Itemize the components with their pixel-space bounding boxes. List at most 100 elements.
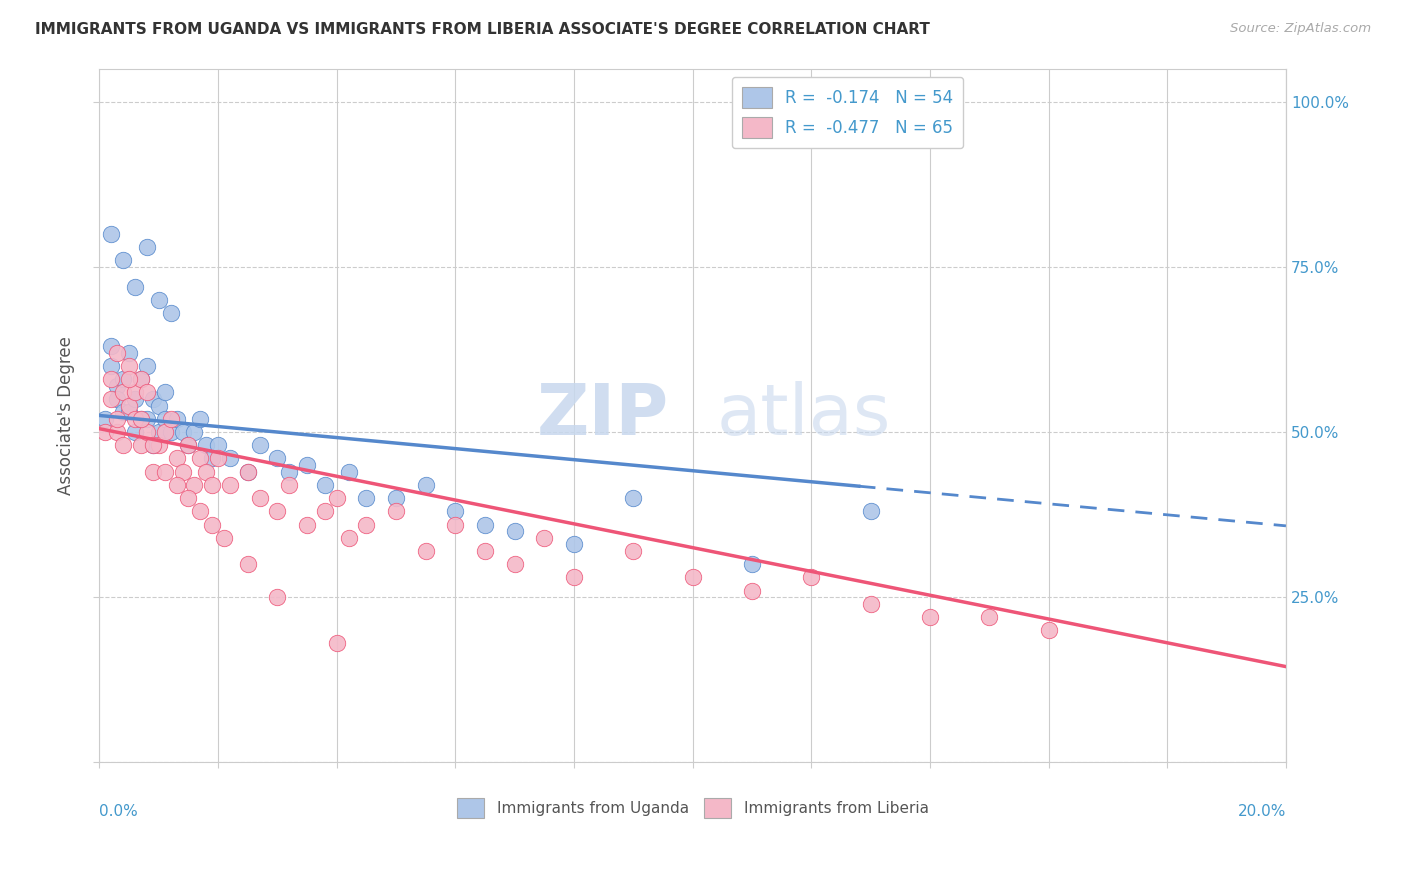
Point [129,372,152,386]
Point [148,293,170,307]
Point [136,411,159,425]
Point [177,438,200,452]
Point [148,425,170,439]
Point [201,517,224,532]
Point [112,253,135,268]
Point [195,465,218,479]
Point [129,372,152,386]
Point [503,557,526,571]
Point [314,504,336,518]
Point [142,438,165,452]
Point [219,478,242,492]
Point [166,478,188,492]
Point [148,399,170,413]
Point [124,392,146,406]
Point [236,465,259,479]
Point [201,451,224,466]
Point [177,438,200,452]
Text: ZIP: ZIP [537,381,669,450]
Text: 0.0%: 0.0% [100,804,138,819]
Point [166,411,188,425]
Point [118,345,141,359]
Point [183,425,205,439]
Point [159,411,181,425]
Point [112,385,135,400]
Text: 20.0%: 20.0% [1237,804,1286,819]
Point [326,491,349,505]
Point [118,405,141,419]
Point [112,372,135,386]
Point [474,544,496,558]
Point [741,557,763,571]
Point [94,411,117,425]
Point [166,451,188,466]
Point [859,504,882,518]
Point [266,591,288,605]
Point [415,544,437,558]
Point [356,491,378,505]
Point [188,504,211,518]
Point [859,597,882,611]
Point [1038,624,1060,638]
Point [124,425,146,439]
Point [129,411,152,425]
Point [503,524,526,538]
Point [474,517,496,532]
Point [118,359,141,373]
Point [148,438,170,452]
Point [219,451,242,466]
Point [201,478,224,492]
Point [153,465,176,479]
Point [741,583,763,598]
Point [295,458,318,472]
Point [562,537,585,551]
Point [124,385,146,400]
Text: IMMIGRANTS FROM UGANDA VS IMMIGRANTS FROM LIBERIA ASSOCIATE'S DEGREE CORRELATION: IMMIGRANTS FROM UGANDA VS IMMIGRANTS FRO… [35,22,929,37]
Point [207,438,229,452]
Point [124,411,146,425]
Point [356,517,378,532]
Point [136,359,159,373]
Point [118,372,141,386]
Point [326,636,349,650]
Point [112,405,135,419]
Point [177,491,200,505]
Point [183,478,205,492]
Point [112,438,135,452]
Point [444,517,467,532]
Point [142,438,165,452]
Point [129,411,152,425]
Text: Source: ZipAtlas.com: Source: ZipAtlas.com [1230,22,1371,36]
Point [94,425,117,439]
Point [236,465,259,479]
Point [100,372,122,386]
Point [105,345,128,359]
Point [682,570,704,584]
Point [236,557,259,571]
Point [118,399,141,413]
Point [188,451,211,466]
Point [800,570,823,584]
Point [621,491,644,505]
Point [385,491,408,505]
Point [142,392,165,406]
Point [295,517,318,532]
Point [415,478,437,492]
Point [979,610,1001,624]
Point [105,411,128,425]
Point [207,451,229,466]
Point [195,438,218,452]
Point [124,279,146,293]
Point [153,425,176,439]
Point [100,339,122,353]
Point [266,504,288,518]
Point [142,465,165,479]
Point [249,438,271,452]
Point [136,240,159,254]
Point [533,531,555,545]
Point [153,385,176,400]
Point [385,504,408,518]
Point [105,378,128,392]
Point [918,610,941,624]
Point [100,359,122,373]
